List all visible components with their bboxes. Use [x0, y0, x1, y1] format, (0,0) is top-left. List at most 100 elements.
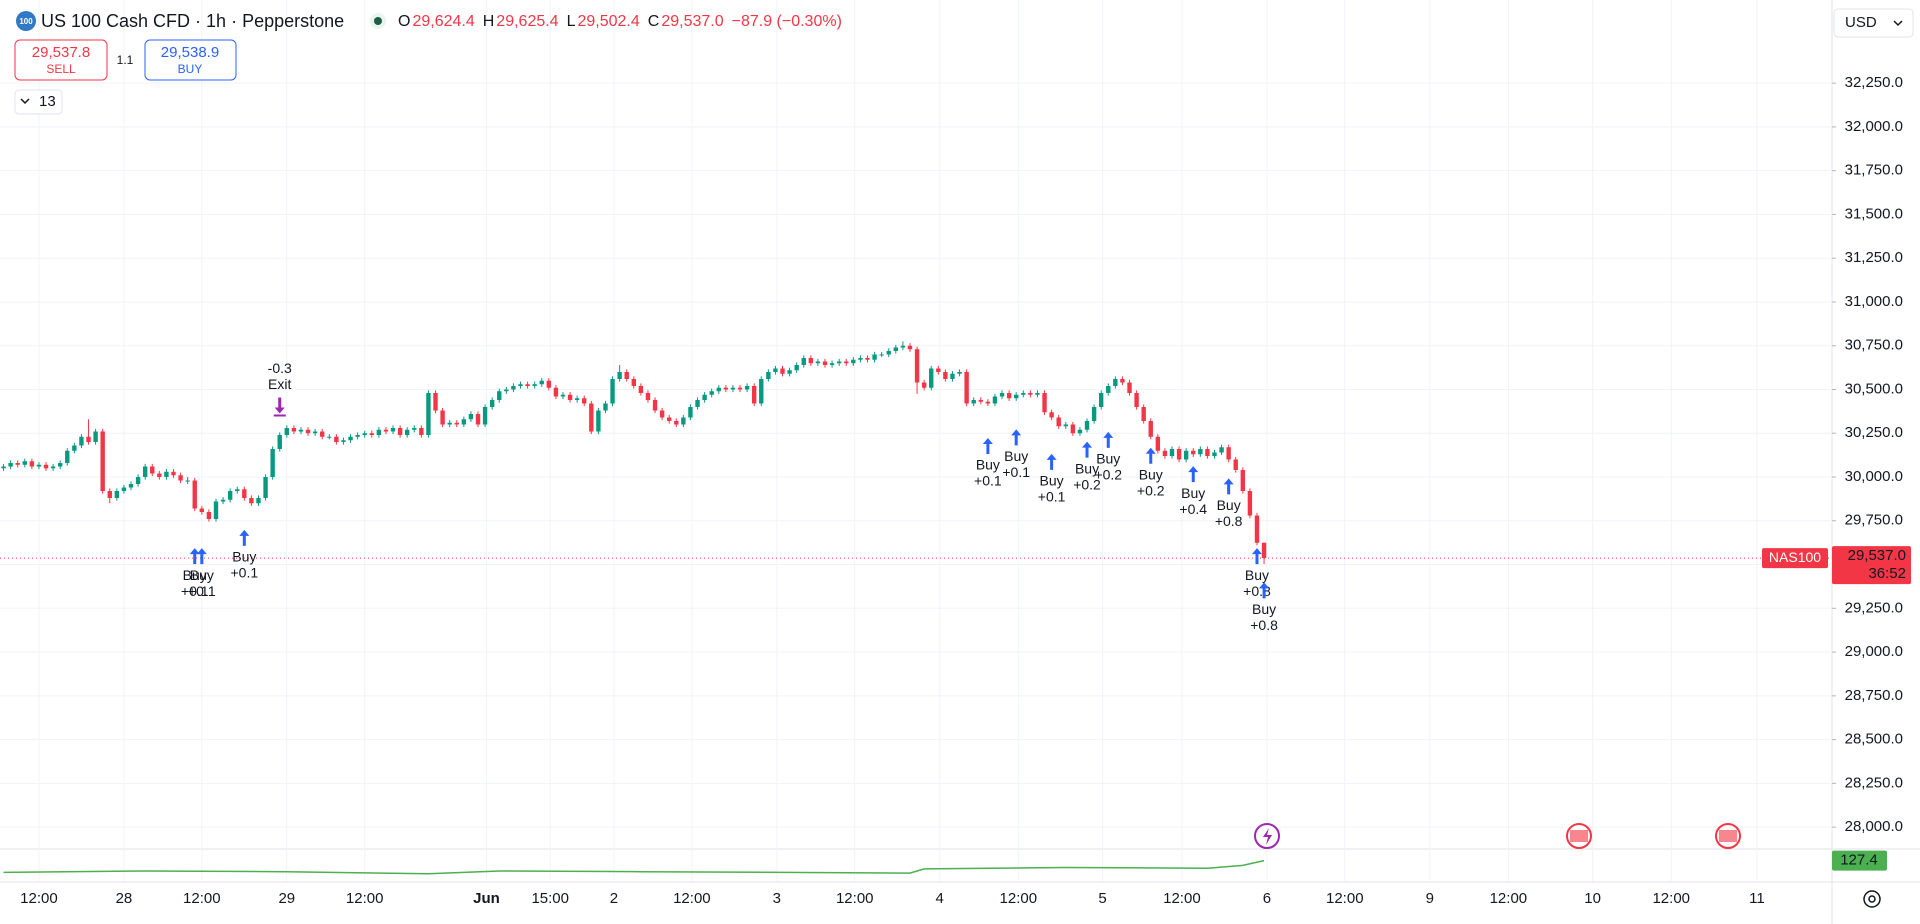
- indicator-line: [3, 859, 1265, 875]
- symbol-tag-label: NAS100: [1769, 549, 1821, 565]
- candle-body: [596, 410, 601, 432]
- y-tick-label: 31,500.0: [1845, 205, 1903, 222]
- x-tick-label: 12:00: [1490, 890, 1528, 907]
- annotation-text: Buy: [183, 567, 207, 583]
- candle-body: [865, 357, 870, 360]
- candle-body: [511, 385, 516, 390]
- candle-body: [504, 389, 509, 392]
- indicators-toggle[interactable]: [14, 89, 63, 115]
- symbol-title[interactable]: US 100 Cash CFD · 1h · Pepperstone: [41, 11, 344, 31]
- candle-body: [1042, 392, 1047, 413]
- annotation-text: Buy: [1252, 601, 1276, 617]
- candle-body: [957, 371, 962, 374]
- ohlc-key: H: [483, 13, 495, 30]
- buy-arrow: [189, 548, 200, 565]
- candle-body: [362, 433, 367, 436]
- candle-body: [475, 413, 481, 425]
- candle-body: [277, 435, 282, 450]
- candle-body: [1120, 378, 1125, 383]
- candle-body: [574, 398, 580, 400]
- candle-body: [1176, 449, 1182, 460]
- annotation-text: Buy: [976, 457, 1000, 473]
- candle-body: [121, 487, 127, 492]
- sell-button[interactable]: [14, 39, 108, 81]
- candle-body: [1141, 406, 1146, 421]
- buy-arrow: [196, 548, 207, 565]
- x-tick-label: 12:00: [836, 890, 874, 907]
- candle-body: [674, 420, 679, 425]
- candle-body: [652, 399, 658, 411]
- candle-body: [178, 475, 183, 481]
- spread: 1.1: [117, 53, 134, 67]
- symbol-tag: [1762, 548, 1828, 569]
- candle-body: [1261, 542, 1267, 559]
- x-tick-label: 12:00: [183, 890, 221, 907]
- candle-body: [1006, 392, 1012, 399]
- candle-body: [737, 387, 743, 390]
- candle-body: [93, 431, 98, 443]
- y-tick-label: 32,250.0: [1845, 74, 1903, 91]
- candle-body: [440, 410, 445, 425]
- x-tick-label: 15:00: [531, 890, 569, 907]
- buy-arrow: [1251, 548, 1262, 565]
- settings-icon[interactable]: [1863, 890, 1881, 908]
- buy-label: BUY: [178, 62, 203, 76]
- annotations: Buy+0.1Buy+0.1Buy+0.1-0.3ExitBuy+0.1Buy+…: [181, 360, 1278, 633]
- candle-body: [426, 392, 431, 436]
- candle-body: [1169, 449, 1175, 457]
- candle-body: [836, 361, 842, 364]
- candle-body: [461, 419, 467, 425]
- candle-body: [794, 364, 799, 371]
- candle-body: [744, 385, 750, 390]
- candle-body: [844, 361, 849, 364]
- y-tick-label: 28,750.0: [1845, 687, 1903, 704]
- buy-arrow: [982, 437, 993, 454]
- candle-body: [334, 436, 339, 443]
- annotation-text: Exit: [268, 376, 291, 392]
- candle-body: [638, 385, 644, 393]
- candle-body: [872, 354, 877, 360]
- candle-body: [1191, 450, 1196, 455]
- candle-body: [1148, 420, 1153, 437]
- candle-body: [142, 466, 148, 478]
- candle-body: [1134, 392, 1139, 407]
- chevron: [20, 98, 30, 105]
- candle-body: [829, 363, 835, 365]
- y-tick-label: 30,250.0: [1845, 424, 1903, 441]
- buy-arrow: [1259, 582, 1270, 599]
- buy-arrow: [1011, 429, 1022, 446]
- candle-body: [1198, 449, 1203, 455]
- candle-body: [787, 370, 792, 374]
- candle-body: [86, 436, 91, 443]
- buy-button[interactable]: [144, 39, 237, 81]
- annotation-text: Buy: [1139, 466, 1163, 482]
- annotation-text: +0.1: [1002, 464, 1030, 480]
- candle-body: [249, 498, 254, 504]
- x-tick-label: 3: [773, 890, 781, 907]
- buy-arrow: [1145, 447, 1156, 464]
- annotation-text: Buy: [1245, 567, 1269, 583]
- candle-body: [964, 371, 969, 404]
- candle-body: [532, 384, 537, 386]
- candle-body: [539, 380, 544, 385]
- currency-select[interactable]: [1833, 8, 1914, 38]
- buy-arrow: [1223, 478, 1234, 495]
- candle-body: [419, 428, 424, 436]
- ohlc-key: O: [398, 13, 410, 30]
- candle-body: [454, 422, 459, 425]
- candle-body: [135, 477, 141, 485]
- buy-arrow: [1103, 431, 1114, 448]
- candle-body: [624, 371, 629, 379]
- candle-body: [8, 463, 13, 467]
- y-tick-label: 31,250.0: [1845, 249, 1903, 266]
- candle-body: [369, 433, 374, 436]
- candle-body: [150, 466, 155, 474]
- candle-body: [213, 501, 219, 520]
- x-tick-label: Jun: [473, 890, 500, 907]
- x-tick-label: 12:00: [20, 890, 58, 907]
- candle-body: [914, 349, 920, 383]
- x-tick-label: 12:00: [1163, 890, 1201, 907]
- price-tag-label: 29,537.0: [1848, 547, 1906, 564]
- candle-body: [780, 368, 785, 374]
